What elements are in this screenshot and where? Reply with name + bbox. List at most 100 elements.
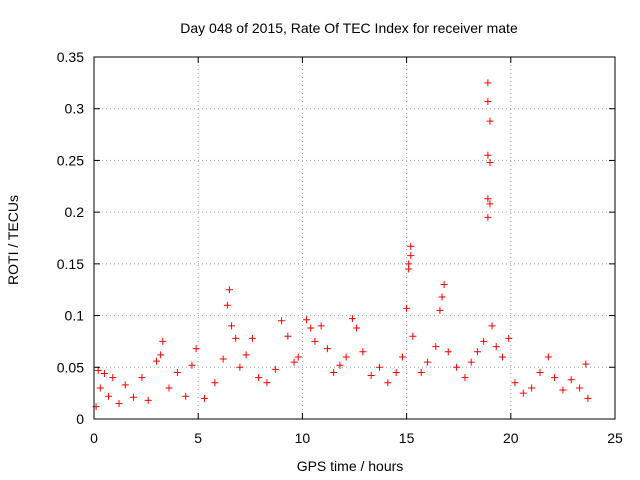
data-point bbox=[105, 392, 113, 400]
data-point bbox=[505, 334, 513, 342]
y-tick-label: 0.05 bbox=[57, 359, 84, 375]
data-point bbox=[488, 322, 496, 330]
data-point bbox=[367, 372, 375, 380]
data-point bbox=[409, 332, 417, 340]
data-point bbox=[138, 374, 146, 382]
grid bbox=[94, 57, 615, 419]
data-point bbox=[398, 353, 406, 361]
data-point bbox=[348, 315, 356, 323]
x-tick-label: 10 bbox=[295, 430, 311, 446]
data-point bbox=[467, 358, 475, 366]
data-point bbox=[438, 293, 446, 301]
data-point bbox=[232, 334, 240, 342]
y-axis-label: ROTI / TECUs bbox=[5, 195, 21, 285]
data-point bbox=[353, 324, 361, 332]
data-point bbox=[115, 399, 123, 407]
x-tick-label: 25 bbox=[607, 430, 623, 446]
data-point bbox=[284, 332, 292, 340]
data-point bbox=[359, 348, 367, 356]
data-point bbox=[484, 97, 492, 105]
data-point bbox=[211, 379, 219, 387]
chart-title: Day 048 of 2015, Rate Of TEC Index for r… bbox=[180, 20, 518, 36]
data-point bbox=[528, 384, 536, 392]
data-point bbox=[290, 358, 298, 366]
data-point bbox=[307, 324, 315, 332]
data-point bbox=[576, 384, 584, 392]
data-point bbox=[440, 281, 448, 289]
data-point bbox=[157, 351, 165, 359]
data-point bbox=[311, 337, 319, 345]
data-point bbox=[403, 304, 411, 312]
data-point bbox=[405, 260, 413, 268]
data-point bbox=[584, 394, 592, 402]
data-point bbox=[225, 286, 233, 294]
data-point bbox=[317, 322, 325, 330]
data-point bbox=[567, 376, 575, 384]
data-point bbox=[519, 389, 527, 397]
data-point bbox=[294, 353, 302, 361]
data-point bbox=[278, 317, 286, 325]
data-point bbox=[407, 252, 415, 260]
data-point bbox=[303, 316, 311, 324]
data-point bbox=[436, 306, 444, 314]
data-point bbox=[323, 345, 331, 353]
data-point bbox=[498, 353, 506, 361]
y-tick-label: 0.25 bbox=[57, 152, 84, 168]
data-point bbox=[492, 343, 500, 351]
data-point bbox=[551, 374, 559, 382]
y-tick-label: 0.35 bbox=[57, 49, 84, 65]
y-tick-label: 0.1 bbox=[65, 308, 85, 324]
data-point bbox=[484, 213, 492, 221]
x-axis-label: GPS time / hours bbox=[297, 458, 404, 474]
data-point bbox=[484, 195, 492, 203]
data-point bbox=[271, 365, 279, 373]
data-point bbox=[544, 353, 552, 361]
data-point bbox=[417, 368, 425, 376]
data-point bbox=[582, 360, 590, 368]
x-tick-label: 0 bbox=[90, 430, 98, 446]
data-point bbox=[336, 361, 344, 369]
data-point bbox=[173, 368, 181, 376]
data-point bbox=[559, 386, 567, 394]
data-point bbox=[392, 368, 400, 376]
data-point bbox=[165, 384, 173, 392]
data-point bbox=[263, 379, 271, 387]
data-point bbox=[121, 381, 129, 389]
data-point bbox=[223, 301, 231, 309]
data-point bbox=[384, 379, 392, 387]
x-tick-label: 5 bbox=[194, 430, 202, 446]
data-point bbox=[94, 366, 102, 374]
data-point bbox=[96, 384, 104, 392]
data-point bbox=[376, 363, 384, 371]
data-point bbox=[144, 396, 152, 404]
data-point bbox=[423, 358, 431, 366]
data-point bbox=[407, 242, 415, 250]
data-point bbox=[342, 353, 350, 361]
data-point bbox=[473, 348, 481, 356]
data-point bbox=[511, 379, 519, 387]
plot-frame bbox=[93, 56, 616, 420]
data-point bbox=[330, 368, 338, 376]
data-point bbox=[109, 374, 117, 382]
data-point bbox=[461, 374, 469, 382]
data-point bbox=[100, 369, 108, 377]
data-point bbox=[188, 361, 196, 369]
data-point bbox=[486, 200, 494, 208]
data-points bbox=[92, 79, 592, 411]
data-point bbox=[219, 355, 227, 363]
data-point bbox=[536, 368, 544, 376]
data-point bbox=[248, 334, 256, 342]
data-point bbox=[255, 374, 263, 382]
x-tick-label: 15 bbox=[399, 430, 415, 446]
data-point bbox=[192, 345, 200, 353]
data-point bbox=[484, 151, 492, 159]
data-point bbox=[484, 79, 492, 87]
data-point bbox=[153, 357, 161, 365]
data-point bbox=[480, 337, 488, 345]
data-point bbox=[486, 117, 494, 125]
data-point bbox=[130, 393, 138, 401]
data-point bbox=[453, 363, 461, 371]
y-tick-label: 0 bbox=[76, 411, 84, 427]
data-point bbox=[444, 348, 452, 356]
